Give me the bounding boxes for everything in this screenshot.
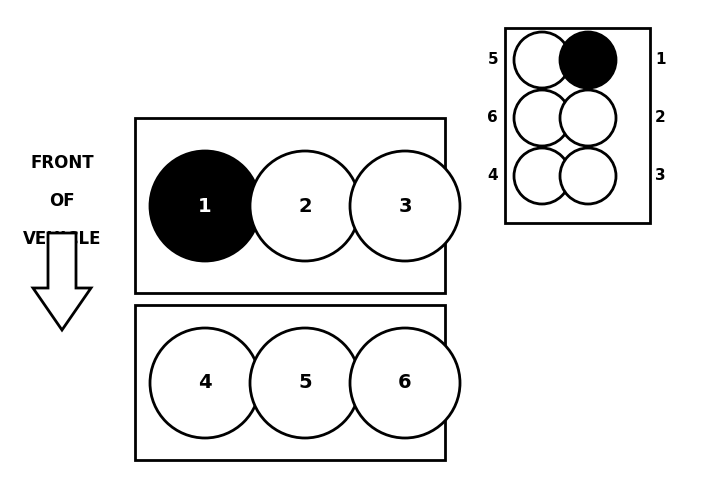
Text: 2: 2	[655, 110, 665, 126]
Circle shape	[150, 151, 260, 261]
Text: FRONT: FRONT	[30, 154, 94, 172]
Text: 2: 2	[298, 196, 312, 216]
Circle shape	[350, 328, 460, 438]
Circle shape	[150, 328, 260, 438]
Circle shape	[250, 151, 360, 261]
Text: 4: 4	[198, 373, 212, 392]
Circle shape	[514, 32, 570, 88]
Circle shape	[250, 328, 360, 438]
Text: 4: 4	[487, 169, 498, 184]
Text: 3: 3	[398, 196, 412, 216]
Circle shape	[560, 148, 616, 204]
Circle shape	[514, 90, 570, 146]
Text: VEHICLE: VEHICLE	[23, 230, 101, 248]
Text: 6: 6	[487, 110, 498, 126]
Polygon shape	[33, 233, 91, 330]
Text: 5: 5	[487, 53, 498, 67]
Circle shape	[514, 148, 570, 204]
Text: 6: 6	[398, 373, 412, 392]
Circle shape	[560, 32, 616, 88]
Text: 5: 5	[298, 373, 312, 392]
Circle shape	[350, 151, 460, 261]
Text: 1: 1	[655, 53, 665, 67]
Bar	[135, 305, 445, 460]
Bar	[135, 118, 445, 293]
Text: 3: 3	[655, 169, 665, 184]
Text: 1: 1	[198, 196, 212, 216]
Circle shape	[560, 90, 616, 146]
Text: OF: OF	[50, 192, 75, 210]
Bar	[505, 28, 650, 223]
